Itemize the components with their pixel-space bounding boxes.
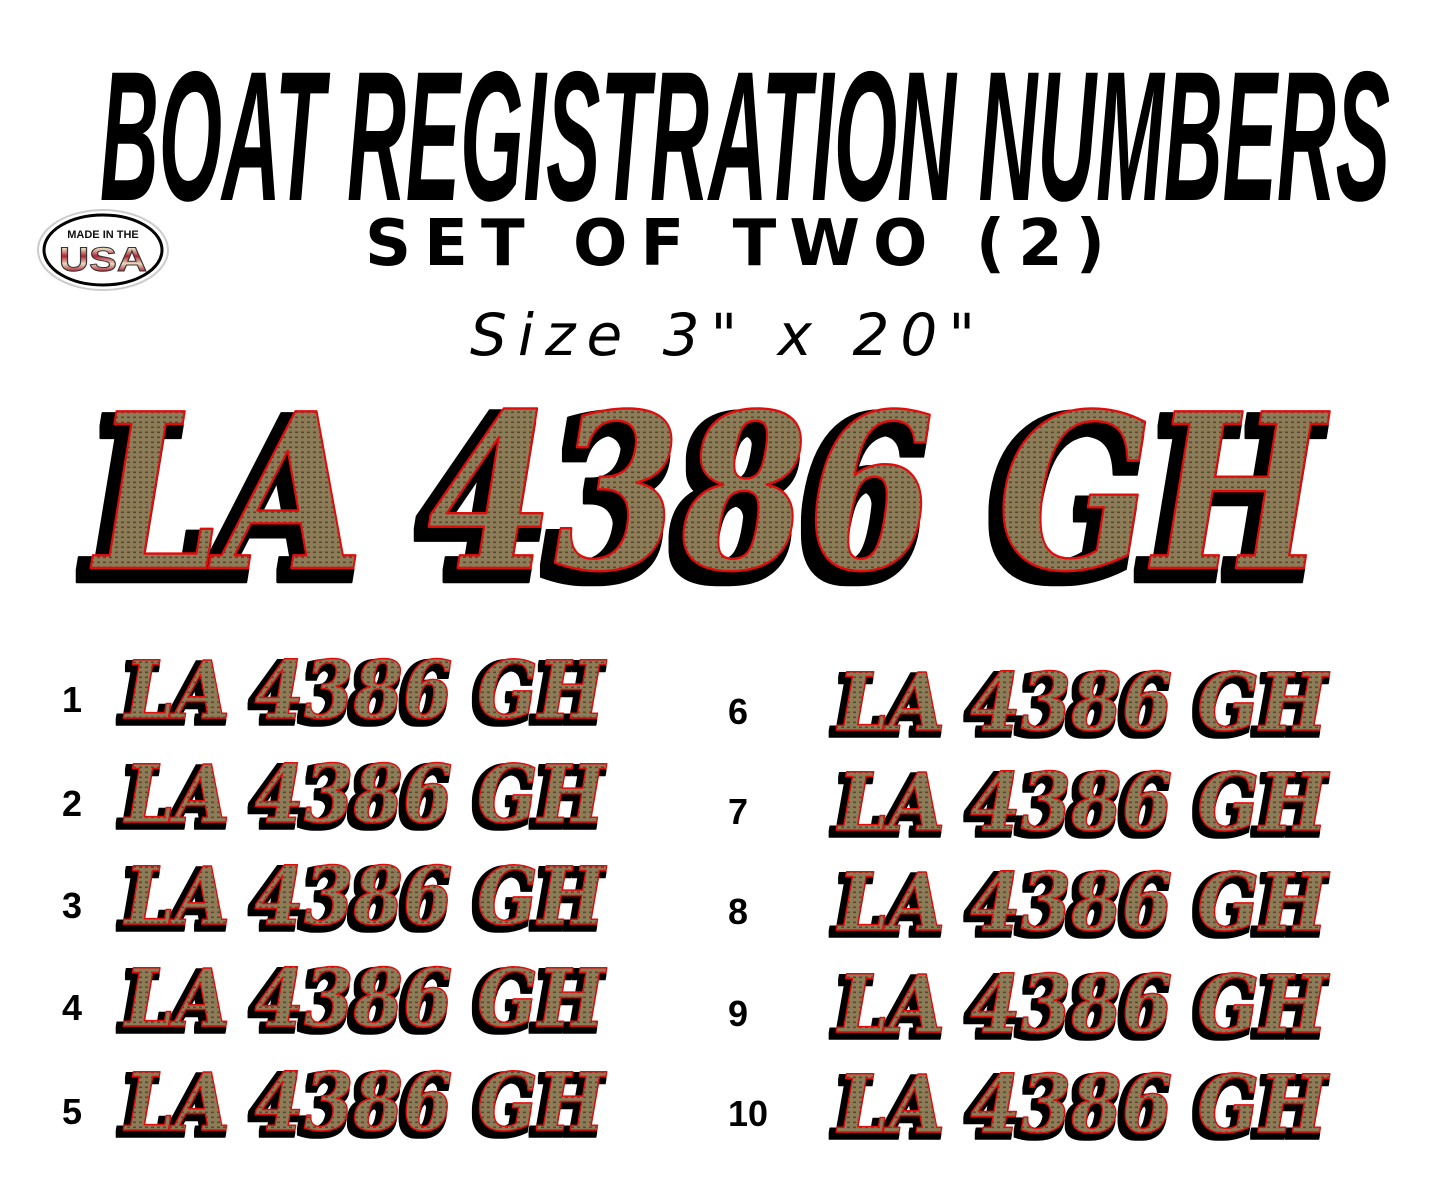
badge-line2: USA [59,241,147,279]
badge-line1: MADE IN THE [67,229,139,241]
style-option-7: LA 4386 GH [836,755,1330,849]
style-option-1: LA 4386 GH [123,643,607,737]
made-in-usa-badge: MADE IN THE USA [37,209,169,291]
style-number: 6 [728,691,748,732]
style-option-4: LA 4386 GH [123,951,607,1045]
style-number: 9 [728,993,748,1034]
main-decal: LA 4386 GH [90,366,1330,619]
page-title: BOAT REGISTRATION NUMBERS [100,34,1390,240]
style-number: 7 [728,791,748,832]
style-number: 2 [62,783,82,824]
style-number: 1 [62,679,82,720]
style-number: 3 [62,885,82,926]
size-label: Size 3" x 20" [470,301,975,369]
style-option-10: LA 4386 GH [836,1057,1330,1151]
style-number: 8 [728,891,748,932]
style-option-9: LA 4386 GH [836,957,1330,1051]
style-option-6: LA 4386 GH [836,655,1330,749]
style-option-5: LA 4386 GH [123,1055,607,1149]
style-option-2: LA 4386 GH [123,747,607,841]
style-option-8: LA 4386 GH [836,855,1330,949]
style-number: 10 [728,1093,768,1134]
subtitle: SET OF TWO (2) [365,207,1105,281]
style-number: 5 [62,1091,82,1132]
style-option-3: LA 4386 GH [123,849,607,943]
style-number: 4 [62,987,82,1028]
